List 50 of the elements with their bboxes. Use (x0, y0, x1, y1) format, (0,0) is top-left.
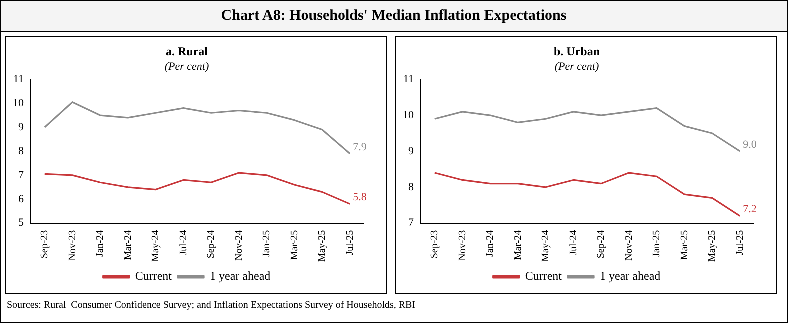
x-tick-label: Mar-25 (289, 230, 300, 260)
x-tick-label: Jan-24 (485, 230, 496, 258)
data-label: 7.9 (353, 141, 368, 154)
y-tick-label: 6 (18, 193, 24, 206)
x-tick-label: Jan-25 (262, 230, 272, 258)
legend-label: Current (525, 269, 563, 284)
x-tick-label: Sep-23 (40, 230, 50, 259)
x-tick-label: Nov-24 (624, 230, 635, 261)
legend-label: 1 year ahead (210, 269, 271, 284)
chart-title: b. Urban (554, 44, 600, 58)
x-tick-label: May-25 (317, 230, 328, 262)
legend-label: 1 year ahead (600, 269, 661, 284)
data-label: 5.8 (353, 192, 368, 204)
x-tick-label: May-24 (540, 230, 552, 262)
y-tick-label: 9 (18, 121, 24, 134)
x-tick-label: Jul-25 (344, 230, 356, 256)
x-tick-label: Jul-25 (734, 230, 746, 256)
chart-subtitle: (Per cent) (164, 60, 210, 73)
x-tick-label: Mar-24 (512, 230, 524, 260)
data-label: 7.2 (743, 204, 757, 216)
x-tick-label: May-25 (707, 230, 718, 262)
y-tick-label: 9 (408, 145, 414, 158)
y-tick-label: 8 (408, 181, 414, 194)
x-tick-label: May-24 (150, 230, 162, 262)
x-tick-label: Nov-23 (457, 230, 468, 261)
x-tick-label: Jan-25 (652, 230, 662, 258)
chart-subtitle: (Per cent) (554, 60, 600, 73)
y-tick-label: 8 (18, 145, 24, 158)
y-tick-label: 10 (13, 97, 24, 110)
x-tick-label: Jan-24 (95, 230, 106, 258)
y-tick-label: 5 (18, 217, 24, 230)
caption: Chart A8: Households' Median Inflation Expectations (1, 1, 787, 32)
x-tick-label: Mar-25 (679, 230, 690, 260)
x-tick-label: Jul-24 (568, 230, 580, 256)
data-label: 9.0 (743, 138, 758, 151)
source-note: Sources: Rural Consumer Confidence Survey; and Inflation Expectations Survey of Households, RBI (7, 300, 417, 311)
x-tick-label: Jul-24 (178, 230, 190, 256)
y-tick-label: 11 (403, 73, 414, 86)
x-tick-label: Mar-24 (122, 230, 134, 260)
y-tick-label: 7 (408, 217, 414, 230)
y-tick-label: 11 (13, 73, 24, 86)
x-tick-label: Sep-23 (430, 230, 440, 259)
chart-title: a. Rural (166, 44, 209, 58)
x-tick-label: Nov-23 (67, 230, 78, 261)
x-tick-label: Nov-24 (234, 230, 245, 261)
legend-label: Current (135, 269, 173, 284)
x-tick-label: Sep-24 (206, 230, 217, 259)
y-tick-label: 10 (403, 109, 414, 122)
x-tick-label: Sep-24 (596, 230, 607, 259)
y-tick-label: 7 (18, 169, 24, 182)
